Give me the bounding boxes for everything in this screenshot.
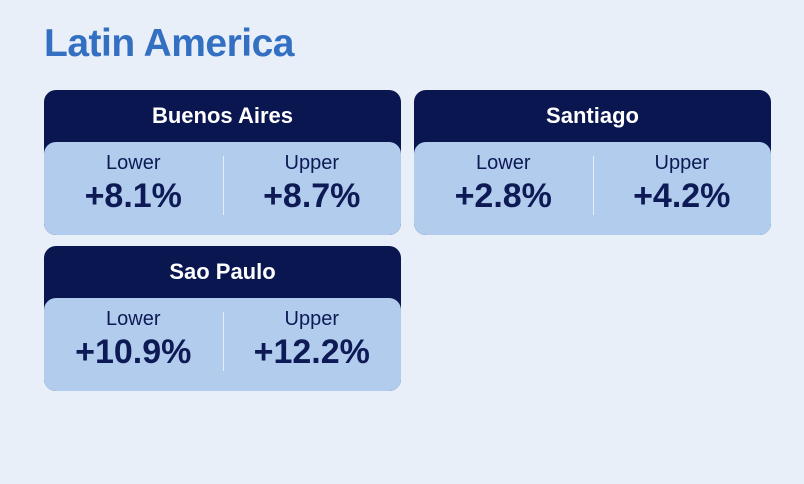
card-body: Lower +2.8% Upper +4.2% <box>414 142 771 235</box>
lower-label: Lower <box>476 152 531 174</box>
upper-value: +12.2% <box>253 333 370 371</box>
city-card: Santiago Lower +2.8% Upper +4.2% <box>414 90 771 235</box>
upper-block: Upper +12.2% <box>223 298 402 391</box>
upper-block: Upper +4.2% <box>593 142 772 235</box>
upper-label: Upper <box>654 152 709 174</box>
upper-block: Upper +8.7% <box>223 142 402 235</box>
upper-value: +8.7% <box>263 177 361 215</box>
city-name: Sao Paulo <box>169 259 276 284</box>
city-card: Sao Paulo Lower +10.9% Upper +12.2% <box>44 246 401 391</box>
lower-value: +8.1% <box>84 177 182 215</box>
lower-label: Lower <box>106 308 161 330</box>
city-name: Buenos Aires <box>151 103 293 128</box>
upper-value: +4.2% <box>633 177 731 215</box>
upper-label: Upper <box>284 308 339 330</box>
card-body: Lower +10.9% Upper +12.2% <box>44 298 401 391</box>
lower-label: Lower <box>106 152 161 174</box>
city-card: Buenos Aires Lower +8.1% Upper +8.7% <box>44 90 401 235</box>
divider <box>222 312 224 371</box>
divider <box>592 156 594 215</box>
card-body: Lower +8.1% Upper +8.7% <box>44 142 401 235</box>
lower-block: Lower +8.1% <box>44 142 223 235</box>
lower-value: +10.9% <box>75 333 192 371</box>
city-name: Santiago <box>546 103 639 128</box>
title: Latin America <box>44 22 294 65</box>
lower-block: Lower +2.8% <box>414 142 593 235</box>
divider <box>222 156 224 215</box>
lower-block: Lower +10.9% <box>44 298 223 391</box>
upper-label: Upper <box>284 152 339 174</box>
lower-value: +2.8% <box>454 177 552 215</box>
